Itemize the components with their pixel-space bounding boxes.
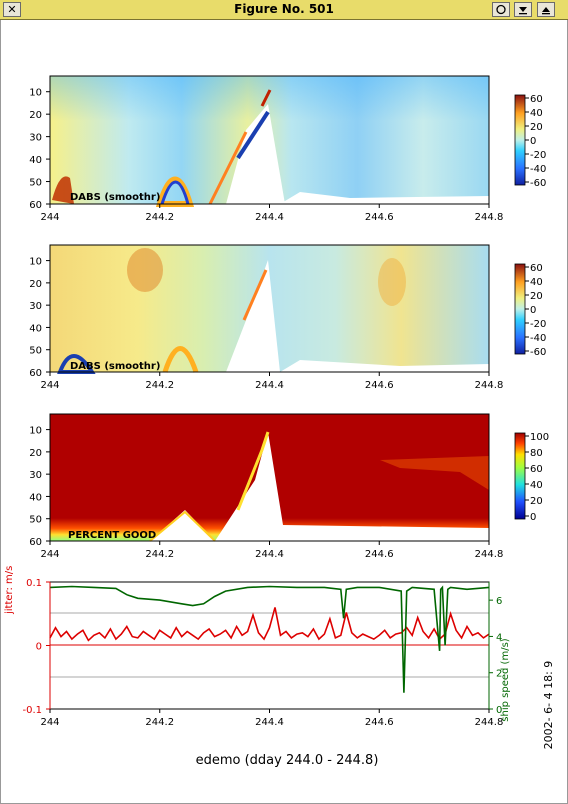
depth-tick-label: 20 bbox=[29, 279, 42, 290]
right-y-tick-label: 2 bbox=[496, 669, 502, 680]
window-title: Figure No. 501 bbox=[234, 2, 334, 16]
depth-tick-label: 30 bbox=[29, 470, 42, 481]
left-y-tick-label: 0.1 bbox=[26, 578, 42, 589]
colorbar-tick-label: 20 bbox=[530, 496, 543, 507]
x-tick-label: 244 bbox=[40, 212, 59, 223]
depth-tick-label: 60 bbox=[29, 368, 42, 379]
ship-speed-series-line bbox=[49, 585, 490, 693]
colorbar-tick-label: 0 bbox=[530, 136, 536, 147]
right-y-tick-label: 6 bbox=[496, 596, 502, 607]
panel-1-dabs: DABS (smoothr) bbox=[49, 75, 490, 207]
timestamp: 2002- 6- 4 18: 9 bbox=[542, 661, 555, 750]
maximize-icon[interactable] bbox=[537, 2, 555, 17]
x-tick-label: 244.2 bbox=[145, 212, 174, 223]
depth-tick-label: 50 bbox=[29, 515, 42, 526]
x-tick-label: 244.8 bbox=[475, 549, 504, 560]
depth-tick-label: 10 bbox=[29, 88, 42, 99]
colorbar-tick-label: 60 bbox=[530, 464, 543, 475]
colorbar-tick-label: 0 bbox=[530, 512, 536, 523]
depth-tick-label: 30 bbox=[29, 133, 42, 144]
jitter-series-line bbox=[49, 607, 490, 642]
panel-3-label: PERCENT GOOD bbox=[68, 530, 156, 541]
colorbar-tick-label: 0 bbox=[530, 305, 536, 316]
colorbar-2 bbox=[514, 263, 526, 355]
depth-tick-label: 10 bbox=[29, 426, 42, 437]
panel-3-percent-good: PERCENT GOOD bbox=[49, 413, 490, 542]
depth-tick-label: 20 bbox=[29, 110, 42, 121]
x-tick-label: 244.6 bbox=[365, 549, 394, 560]
x-tick-label: 244.8 bbox=[475, 717, 504, 728]
x-tick-label: 244.4 bbox=[255, 717, 284, 728]
x-tick-label: 244.2 bbox=[145, 380, 174, 391]
close-icon[interactable]: ✕ bbox=[3, 2, 21, 17]
depth-tick-label: 40 bbox=[29, 155, 42, 166]
colorbar-tick-label: 40 bbox=[530, 108, 543, 119]
colorbar-tick-label: 40 bbox=[530, 480, 543, 491]
colorbar-tick-label: -20 bbox=[530, 319, 546, 330]
x-tick-label: 244.6 bbox=[365, 380, 394, 391]
x-tick-label: 244.4 bbox=[255, 380, 284, 391]
x-tick-label: 244.2 bbox=[145, 717, 174, 728]
figure-caption: edemo (dday 244.0 - 244.8) bbox=[196, 753, 379, 768]
depth-tick-label: 60 bbox=[29, 200, 42, 211]
minimize-icon[interactable] bbox=[514, 2, 532, 17]
depth-tick-label: 60 bbox=[29, 537, 42, 548]
right-y-tick-label: 4 bbox=[496, 632, 502, 643]
colorbar-tick-label: 100 bbox=[530, 432, 549, 443]
colorbar-tick-label: 40 bbox=[530, 277, 543, 288]
left-y-tick-label: 0 bbox=[36, 642, 42, 653]
colorbar-tick-label: 80 bbox=[530, 448, 543, 459]
colorbar-tick-label: 20 bbox=[530, 122, 543, 133]
left-y-tick-label: -0.1 bbox=[22, 705, 42, 716]
right-ylabel: ship speed (m/s) bbox=[500, 638, 511, 721]
colorbar-tick-label: 20 bbox=[530, 291, 543, 302]
colorbar-tick-label: -60 bbox=[530, 178, 546, 189]
x-tick-label: 244 bbox=[40, 717, 59, 728]
colorbar-tick-label: -40 bbox=[530, 164, 546, 175]
window-titlebar: ✕ Figure No. 501 bbox=[0, 0, 568, 20]
jitter-speed-plot bbox=[49, 581, 490, 710]
panel-1-label: DABS (smoothr) bbox=[70, 192, 160, 203]
colorbar-tick-label: -40 bbox=[530, 333, 546, 344]
x-tick-label: 244.4 bbox=[255, 549, 284, 560]
panel-2-label: DABS (smoothr) bbox=[70, 361, 160, 372]
right-y-tick-label: 0 bbox=[496, 705, 502, 716]
circle-icon[interactable] bbox=[492, 2, 510, 17]
panel-2-dabs: DABS (smoothr) bbox=[49, 244, 490, 374]
colorbar-tick-label: 60 bbox=[530, 94, 543, 105]
x-tick-label: 244.6 bbox=[365, 212, 394, 223]
x-tick-label: 244.4 bbox=[255, 212, 284, 223]
depth-tick-label: 50 bbox=[29, 178, 42, 189]
depth-tick-label: 30 bbox=[29, 301, 42, 312]
x-tick-label: 244.8 bbox=[475, 212, 504, 223]
x-tick-label: 244.8 bbox=[475, 380, 504, 391]
depth-tick-label: 50 bbox=[29, 346, 42, 357]
colorbar-1 bbox=[514, 94, 526, 186]
left-ylabel: jitter: m/s bbox=[4, 566, 15, 615]
depth-tick-label: 40 bbox=[29, 323, 42, 334]
x-tick-label: 244.6 bbox=[365, 717, 394, 728]
colorbar-tick-label: -60 bbox=[530, 347, 546, 358]
colorbar-tick-label: -20 bbox=[530, 150, 546, 161]
x-tick-label: 244.2 bbox=[145, 549, 174, 560]
depth-tick-label: 20 bbox=[29, 448, 42, 459]
x-tick-label: 244 bbox=[40, 380, 59, 391]
depth-tick-label: 10 bbox=[29, 257, 42, 268]
colorbar-tick-label: 60 bbox=[530, 263, 543, 274]
x-tick-label: 244 bbox=[40, 549, 59, 560]
depth-tick-label: 40 bbox=[29, 492, 42, 503]
figure-canvas: DABS (smoothr) DABS (smoothr) PERCENT GO… bbox=[4, 75, 555, 768]
colorbar-3 bbox=[514, 432, 526, 520]
